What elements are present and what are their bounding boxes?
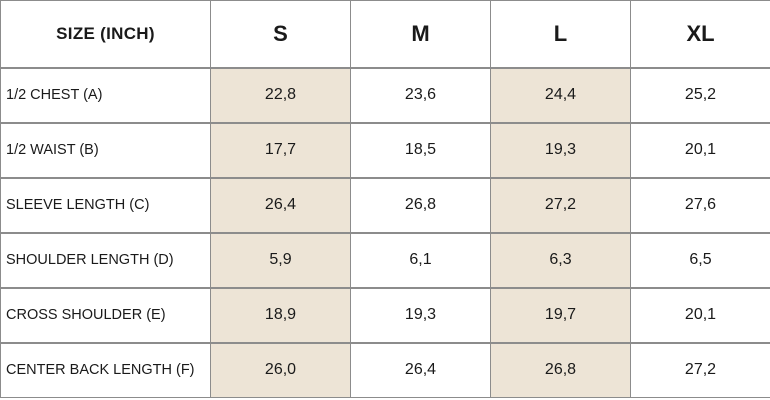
row-label-shoulder-length: SHOULDER LENGTH (D): [0, 231, 211, 288]
cell-chest-m: 23,6: [350, 66, 491, 123]
row-label-cross-shoulder: CROSS SHOULDER (E): [0, 286, 211, 343]
cell-cross-shoulder-m: 19,3: [350, 286, 491, 343]
cell-waist-l: 19,3: [490, 121, 631, 178]
cell-chest-s: 22,8: [210, 66, 351, 123]
cell-waist-xl: 20,1: [630, 121, 770, 178]
cell-back-length-l: 26,8: [490, 341, 631, 398]
cell-sleeve-m: 26,8: [350, 176, 491, 233]
size-header-xl: XL: [630, 0, 770, 68]
cell-sleeve-l: 27,2: [490, 176, 631, 233]
size-header-s: S: [210, 0, 351, 68]
cell-shoulder-m: 6,1: [350, 231, 491, 288]
row-label-waist: 1/2 WAIST (B): [0, 121, 211, 178]
table-row: CENTER BACK LENGTH (F) 26,0 26,4 26,8 27…: [0, 341, 770, 398]
table-row: 1/2 WAIST (B) 17,7 18,5 19,3 20,1: [0, 121, 770, 178]
cell-cross-shoulder-xl: 20,1: [630, 286, 770, 343]
table-row: SHOULDER LENGTH (D) 5,9 6,1 6,3 6,5: [0, 231, 770, 288]
cell-cross-shoulder-l: 19,7: [490, 286, 631, 343]
row-label-sleeve-length: SLEEVE LENGTH (C): [0, 176, 211, 233]
cell-cross-shoulder-s: 18,9: [210, 286, 351, 343]
table-row: SLEEVE LENGTH (C) 26,4 26,8 27,2 27,6: [0, 176, 770, 233]
cell-back-length-s: 26,0: [210, 341, 351, 398]
cell-waist-m: 18,5: [350, 121, 491, 178]
size-unit-header: SIZE (INCH): [0, 0, 211, 68]
row-label-center-back-length: CENTER BACK LENGTH (F): [0, 341, 211, 398]
cell-back-length-m: 26,4: [350, 341, 491, 398]
size-header-m: M: [350, 0, 491, 68]
cell-shoulder-l: 6,3: [490, 231, 631, 288]
cell-waist-s: 17,7: [210, 121, 351, 178]
size-header-l: L: [490, 0, 631, 68]
cell-shoulder-xl: 6,5: [630, 231, 770, 288]
cell-sleeve-s: 26,4: [210, 176, 351, 233]
row-label-chest: 1/2 CHEST (A): [0, 66, 211, 123]
header-row: SIZE (INCH) S M L XL: [0, 0, 770, 68]
table-row: 1/2 CHEST (A) 22,8 23,6 24,4 25,2: [0, 66, 770, 123]
table-row: CROSS SHOULDER (E) 18,9 19,3 19,7 20,1: [0, 286, 770, 343]
cell-sleeve-xl: 27,6: [630, 176, 770, 233]
cell-back-length-xl: 27,2: [630, 341, 770, 398]
cell-chest-xl: 25,2: [630, 66, 770, 123]
cell-chest-l: 24,4: [490, 66, 631, 123]
cell-shoulder-s: 5,9: [210, 231, 351, 288]
